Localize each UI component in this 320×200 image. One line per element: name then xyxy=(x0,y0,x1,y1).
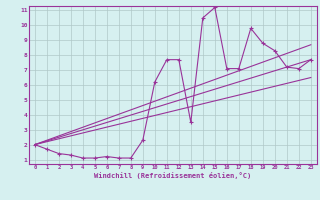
X-axis label: Windchill (Refroidissement éolien,°C): Windchill (Refroidissement éolien,°C) xyxy=(94,172,252,179)
